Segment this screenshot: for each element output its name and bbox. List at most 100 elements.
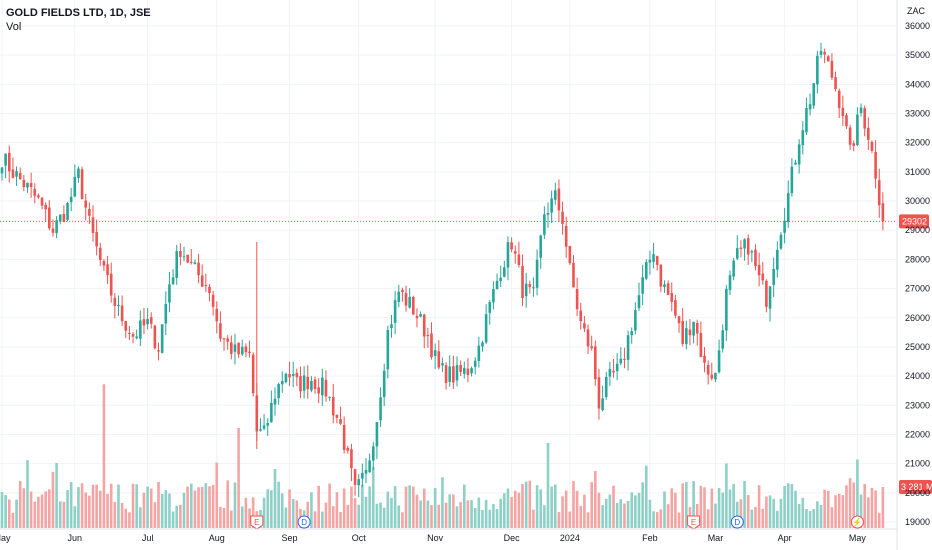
candle (219, 311, 222, 342)
volume-bar (870, 487, 874, 528)
candle (550, 190, 553, 223)
volume-bar (291, 498, 295, 528)
price-axis: 36000 35000 34000 33000 32000 31000 30000 29000… (896, 0, 930, 550)
candle (321, 368, 324, 406)
candle-body (583, 323, 586, 329)
candle-body (193, 262, 197, 265)
candle (430, 322, 433, 360)
candle (703, 347, 706, 373)
volume-bar (379, 502, 382, 528)
candle (251, 352, 255, 397)
candle-body (473, 360, 477, 367)
candle-body (219, 323, 222, 339)
candle-body (364, 469, 368, 474)
candle-body (819, 50, 823, 55)
volume-bar (273, 468, 277, 528)
candle-body (863, 108, 866, 129)
volume-bar (157, 481, 160, 528)
candle (299, 366, 302, 399)
candle-body (448, 366, 452, 382)
candle-body (601, 398, 604, 411)
candle-body (735, 248, 739, 259)
volume-bar (473, 507, 477, 528)
candle (604, 371, 608, 400)
volume-bar (768, 495, 772, 528)
price-tick-label: 24000 (905, 371, 930, 381)
candle (259, 418, 262, 432)
volume-bar (524, 481, 528, 528)
volume-bar (102, 384, 106, 528)
candle-body (426, 335, 430, 337)
candle-body (867, 127, 870, 140)
candle-body (604, 376, 608, 398)
date-tick-label: Dec (504, 533, 521, 543)
candle (746, 234, 750, 265)
candle-body (262, 425, 266, 429)
candle-body (11, 169, 15, 178)
candle-body (393, 300, 397, 323)
candle-body (288, 374, 291, 378)
candle-body (401, 289, 404, 293)
candle (848, 124, 852, 150)
candle (273, 387, 277, 416)
candle-body (95, 231, 98, 247)
volume-bar (29, 491, 33, 528)
volume-bar (313, 511, 317, 528)
candle-body (513, 251, 517, 254)
volume-bar (131, 483, 135, 528)
price-tick-label: 32000 (905, 138, 930, 148)
volume-bar (251, 497, 255, 528)
candle (805, 97, 808, 135)
volume-bar (812, 509, 816, 528)
volume-bar (328, 483, 331, 528)
price-tick-label: 22000 (905, 429, 930, 439)
volume-bar (7, 499, 11, 528)
volume-bar (666, 504, 670, 528)
volume-bar (113, 502, 117, 528)
candle (313, 376, 317, 394)
volume-bar (677, 512, 681, 528)
candle-body (128, 332, 131, 334)
price-tick-label: 21000 (905, 459, 930, 469)
candle-body (877, 180, 881, 206)
candle-body (386, 329, 390, 370)
candle (590, 335, 593, 351)
candle-body (572, 262, 575, 288)
price-tick-label: 35000 (905, 50, 930, 60)
candle-body (594, 346, 597, 380)
candle-body (302, 375, 306, 391)
candle-body (546, 213, 550, 215)
volume-bar (412, 486, 415, 528)
candle-body (317, 387, 320, 394)
volume-bar (710, 488, 714, 528)
volume-bar (877, 512, 881, 528)
candle (211, 290, 215, 316)
last-price-tag-bg (899, 214, 929, 229)
candle (448, 355, 452, 387)
candle-body (685, 328, 688, 345)
volume-bar (390, 497, 393, 528)
volume-bar (786, 483, 790, 528)
candlesticks (0, 42, 885, 498)
date-tick-label: Jul (142, 533, 154, 543)
volume-bar (386, 491, 390, 528)
candle-body (783, 220, 786, 233)
candle-body (805, 108, 808, 133)
candle-body (237, 342, 240, 355)
candle (153, 324, 157, 350)
candle (324, 370, 328, 402)
candle (466, 358, 470, 383)
candle-body (612, 370, 615, 373)
candle (641, 264, 644, 306)
volume-bar (706, 509, 710, 528)
volume-bar (277, 481, 280, 528)
price-tick-label: 30000 (905, 196, 930, 206)
volume-bar (15, 499, 18, 528)
volume-bar (477, 497, 481, 528)
candle (7, 145, 11, 183)
candle (204, 273, 208, 292)
volume-bar (106, 493, 109, 528)
date-tick-label: Oct (352, 533, 367, 543)
candle (266, 418, 270, 436)
